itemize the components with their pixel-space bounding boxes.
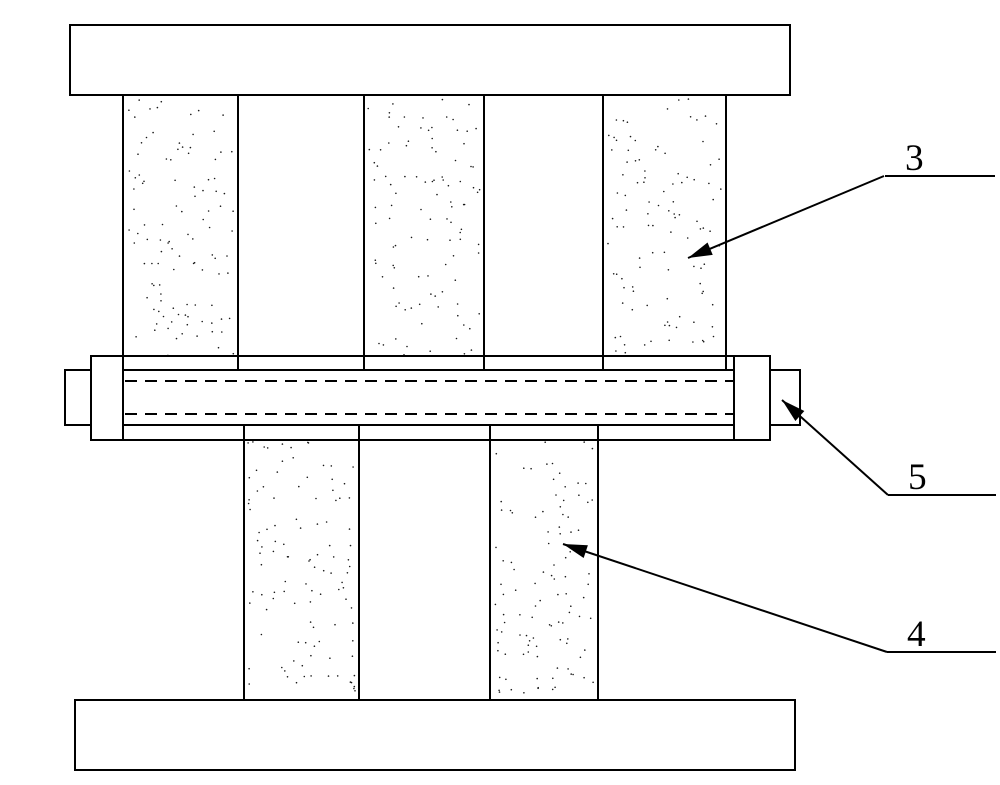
lower-bar-0 <box>244 408 359 700</box>
engineering-diagram: 3 5 4 <box>0 0 1000 785</box>
bottom-plate <box>75 700 795 770</box>
shaft-body <box>123 356 734 440</box>
shaft-left-stub <box>65 370 91 425</box>
callout-label: 3 <box>905 138 924 179</box>
upper-bar-2 <box>603 95 726 388</box>
callout-leader <box>563 544 887 652</box>
upper-bar-0 <box>123 95 238 388</box>
shaft-left-collar <box>91 356 123 440</box>
top-plate <box>70 25 790 95</box>
callout-label: 4 <box>907 614 926 655</box>
callout-label: 5 <box>908 457 927 498</box>
upper-bar-1 <box>364 95 484 388</box>
shaft-right-collar <box>734 356 770 440</box>
